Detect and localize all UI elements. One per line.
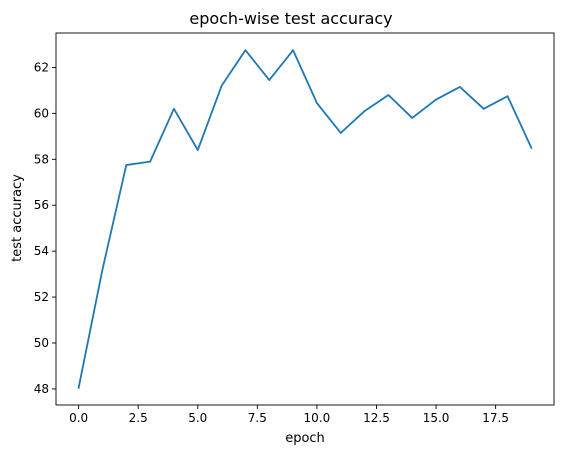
y-tick-label: 56: [34, 198, 49, 212]
y-axis-label: test accuracy: [10, 174, 25, 262]
y-tick-label: 52: [34, 290, 49, 304]
x-axis-label: epoch: [285, 431, 325, 446]
y-tick-label: 54: [34, 244, 49, 258]
x-tick-label: 2.5: [129, 411, 148, 425]
x-tick-label: 5.0: [188, 411, 207, 425]
x-tick-label: 0.0: [69, 411, 88, 425]
plot-area: 0.0 2.5 5.0 7.5 10.0 12.5 15.0 17.5 48 50 52 54 56 58…: [34, 32, 555, 425]
plot-frame: [55, 32, 555, 406]
chart-title: epoch-wise test accuracy: [189, 9, 392, 28]
x-tick-label: 12.5: [363, 411, 390, 425]
y-tick-label: 62: [34, 60, 49, 74]
x-tick-label: 15.0: [423, 411, 450, 425]
y-tick-label: 50: [34, 336, 49, 350]
y-tick-label: 58: [34, 152, 49, 166]
y-tick-label: 60: [34, 106, 49, 120]
x-tick-label: 10.0: [304, 411, 331, 425]
series-line-0: [77, 49, 533, 389]
x-tick-label: 17.5: [482, 411, 509, 425]
x-tick-label: 7.5: [248, 411, 267, 425]
y-tick-label: 48: [34, 382, 49, 396]
